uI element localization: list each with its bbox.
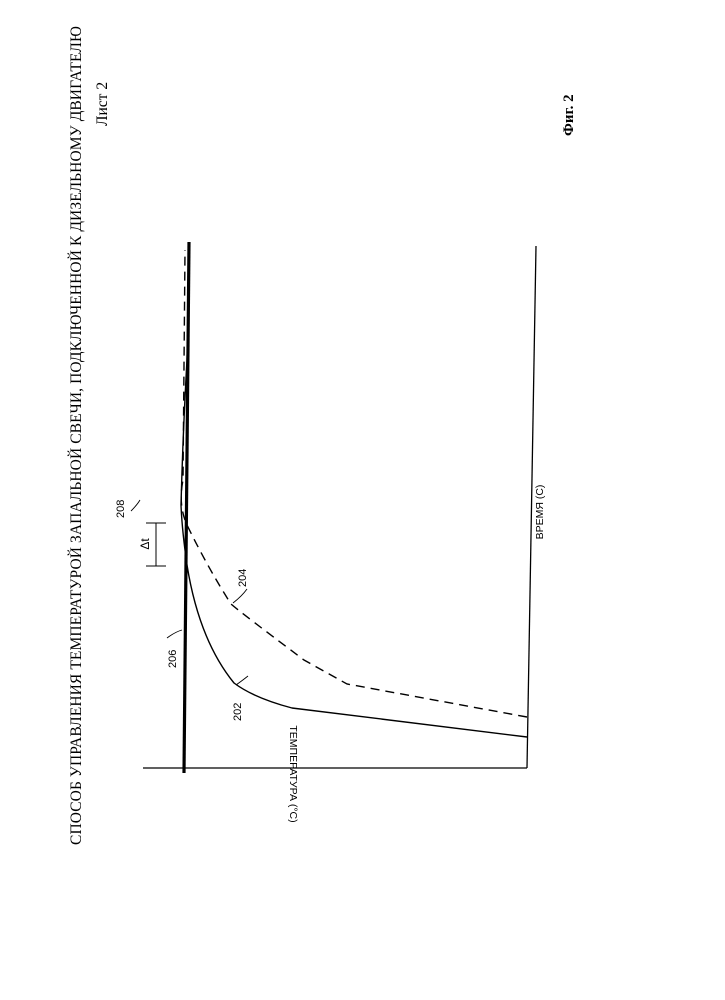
delta-t-label: Δt [138,538,152,550]
curve-202 [181,248,527,737]
leader-204 [233,589,247,603]
curve-204 [181,250,527,717]
label-204: 204 [237,569,249,587]
leader-206 [167,630,182,638]
y-axis-label: ТЕМПЕРАТУРА (°C) [287,725,299,822]
leader-202 [236,676,248,685]
label-202: 202 [232,703,244,721]
leader-208 [131,500,140,511]
label-208: 208 [115,500,127,518]
x-axis-label: ВРЕМЯ (С) [534,485,546,540]
label-206: 206 [167,650,179,668]
